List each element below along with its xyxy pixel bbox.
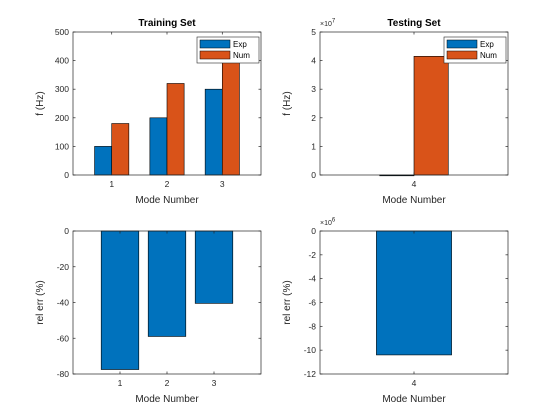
chart-panel-3: -80 -60 -40 -20 0 1 2 3 Mode Number rel err (%) [35,226,262,405]
chart-panel-4: -12 -10 -8 -6 -4 -2 0 4 ×106 Mode Number rel err (… [282,218,509,405]
y-tick-label: 400 [55,56,69,66]
bar-num-mode-1 [111,123,130,176]
y-tick-label: 200 [55,113,69,123]
bar-mode-2 [147,230,187,337]
legend-label-exp: Exp [480,40,494,49]
legend-swatch-exp [199,39,231,49]
legend: Exp Num [196,36,260,64]
legend-swatch-num [199,50,231,60]
x-axis-label: Mode Number [382,195,446,206]
y-axis-label: rel err (%) [35,280,46,324]
chart-title: Testing Set [387,18,441,29]
legend-label-num: Num [233,51,250,60]
bar-num-mode-4 [413,56,449,176]
y-tick-label: -8 [308,321,316,331]
bar-mode-4 [376,230,452,356]
bar-exp-mode-1 [94,146,112,176]
x-axis-label: Mode Number [135,394,199,405]
x-tick-label: 3 [212,378,217,388]
x-tick-label: 2 [165,179,170,189]
x-tick-label: 4 [412,378,417,388]
y-tick-label: 5 [311,27,316,37]
y-exponent-label: ×106 [320,218,336,228]
bar-mode-1 [100,230,140,370]
legend: Exp Num [443,36,507,64]
y-tick-label: 1 [311,141,316,151]
y-tick-label: -12 [304,369,317,379]
y-tick-label: -10 [304,345,317,355]
y-tick-label: 100 [55,141,69,151]
legend-label-exp: Exp [233,40,247,49]
y-tick-label: 300 [55,84,69,94]
legend-swatch-num [446,50,478,60]
y-axis-label: rel err (%) [282,280,293,324]
y-axis-label: f (Hz) [282,91,293,115]
y-exponent-label: ×107 [320,19,336,29]
y-tick-label: 4 [311,56,316,66]
x-tick-label: 3 [220,179,225,189]
y-tick-label: 500 [55,27,69,37]
x-tick-label: 2 [165,378,170,388]
y-tick-label: -60 [57,333,70,343]
x-axis-label: Mode Number [135,195,199,206]
chart-panel-2: 0 1 2 3 4 5 4 ×107 Testing Set Mode Number f (Hz) E… [282,18,509,206]
y-tick-label: -6 [308,298,316,308]
bar-mode-3 [194,230,234,304]
y-tick-label: 0 [311,170,316,180]
bar-num-mode-2 [166,83,185,176]
y-axis-label: f (Hz) [35,91,46,115]
bar-num-mode-3 [221,54,240,176]
legend-label-num: Num [480,51,497,60]
legend-swatch-exp [446,39,478,49]
x-axis-label: Mode Number [382,394,446,405]
y-tick-label: 0 [64,226,69,236]
y-tick-label: 0 [64,170,69,180]
chart-title: Training Set [138,18,196,29]
y-tick-label: 0 [311,226,316,236]
y-tick-label: -2 [308,250,316,260]
x-tick-label: 4 [412,179,417,189]
y-tick-label: -4 [308,274,316,284]
bar-exp-mode-2 [149,117,168,176]
y-tick-label: -20 [57,262,70,272]
y-tick-label: 3 [311,84,316,94]
y-tick-label: 2 [311,113,316,123]
x-tick-label: 1 [118,378,123,388]
y-tick-label: -80 [57,369,70,379]
y-tick-label: -40 [57,298,70,308]
bar-exp-mode-3 [204,88,223,176]
chart-panel-1: 0 100 200 300 400 500 1 2 3 Training Set Mode Numb… [35,18,262,206]
x-tick-label: 1 [109,179,114,189]
